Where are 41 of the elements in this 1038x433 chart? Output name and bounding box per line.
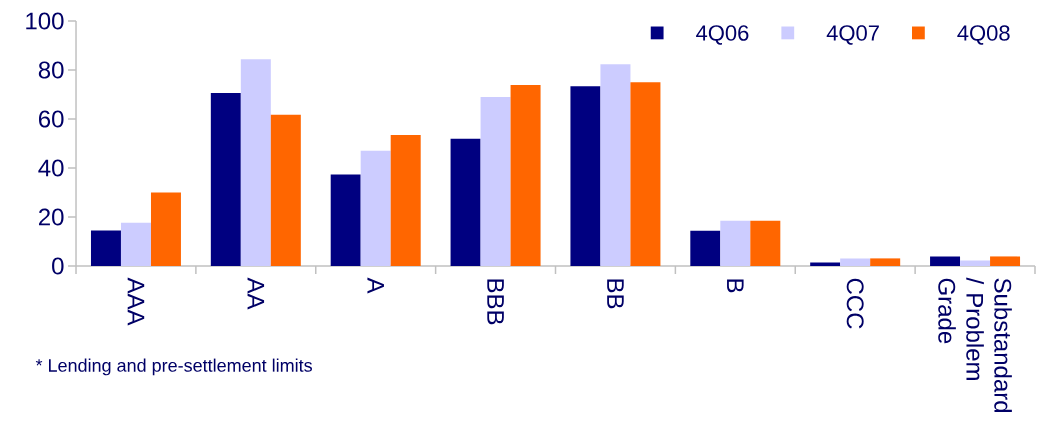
y-tick-label: 100 — [26, 12, 64, 30]
y-tick-label: 80 — [38, 61, 64, 79]
y-tick-label: 0 — [52, 257, 64, 275]
x-tick-label: BBB — [487, 279, 504, 325]
bar — [330, 174, 361, 266]
bar — [720, 220, 751, 266]
legend-label: 4Q08 — [957, 25, 1010, 45]
text: * Lending and pre-settlement limits — [35, 358, 312, 376]
x-tick-label: B — [727, 279, 744, 293]
bar — [150, 192, 181, 266]
x-tick-label: A — [367, 277, 384, 294]
bar — [960, 260, 991, 266]
bar — [930, 256, 961, 266]
bar — [270, 114, 301, 266]
x-tick-label: Substandard / Problem Grade — [938, 277, 1012, 413]
legend-label: 4Q06 — [696, 25, 749, 45]
bar — [120, 222, 151, 266]
bar — [210, 93, 241, 266]
bar — [480, 96, 511, 266]
x-tick-label: CCC — [846, 278, 864, 329]
y-tick-label: 20 — [38, 208, 64, 226]
bar — [690, 230, 721, 266]
x-tick-label: AA — [247, 277, 265, 310]
bar — [630, 82, 661, 266]
x-tick-label: AAA — [127, 277, 145, 326]
legend-label: 4Q07 — [826, 25, 879, 45]
bar — [600, 64, 631, 266]
y-tick-label: 40 — [38, 159, 64, 177]
bar — [750, 220, 781, 266]
bar — [570, 86, 601, 266]
bar — [90, 230, 121, 266]
bar — [510, 84, 541, 266]
bar — [240, 59, 271, 266]
bar — [390, 134, 421, 266]
bar — [360, 150, 391, 266]
x-tick-label: BB — [607, 279, 624, 309]
bar — [840, 258, 871, 266]
bar — [870, 258, 901, 266]
bar — [990, 256, 1021, 266]
y-tick-label: 60 — [39, 110, 64, 128]
bar — [450, 138, 481, 266]
